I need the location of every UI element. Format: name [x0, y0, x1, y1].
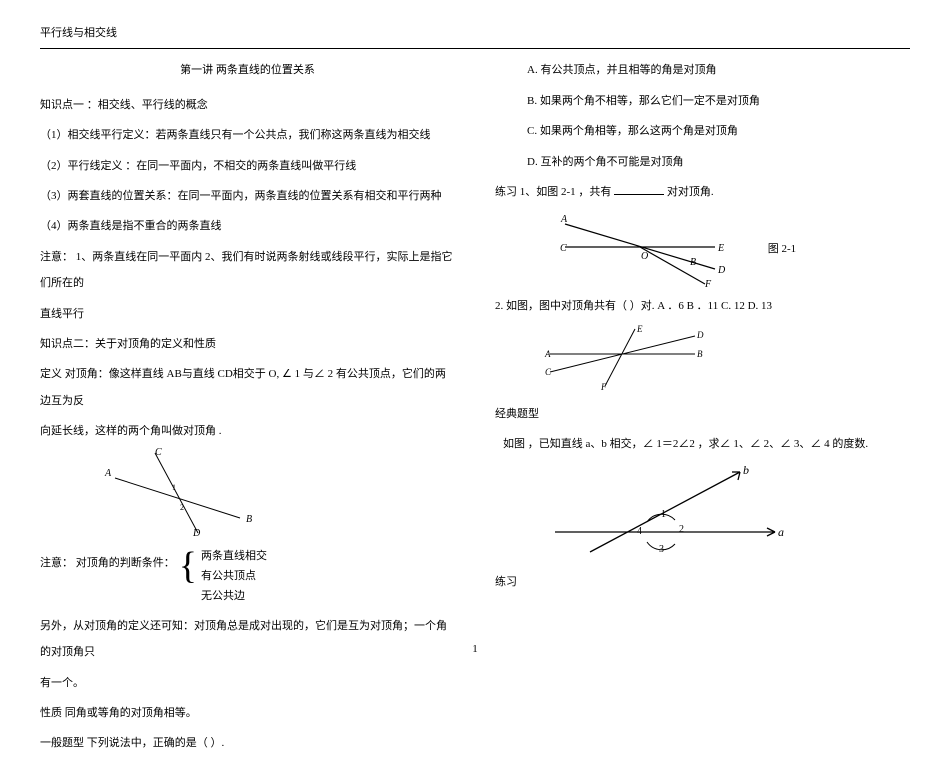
svg-text:3: 3 [659, 544, 664, 555]
brace-label: 注意： 对顶角的判断条件： [40, 547, 175, 573]
def-text-1: 定义 对顶角：像这样直线 AB与直线 CD相交于 O, ∠ 1 与∠ 2 有公共… [40, 368, 446, 406]
option-d: D. 互补的两个角不可能是对顶角 [527, 149, 910, 175]
definition-line-2: 向延长线，这样的两个角叫做对顶角 . [40, 418, 455, 444]
kp1-item-3: （3）两套直线的位置关系：在同一平面内，两条直线的位置关系有相交和平行两种 [40, 183, 455, 209]
right-column: A. 有公共顶点，并且相等的角是对顶角 B. 如果两个角不相等，那么它们一定不是… [495, 57, 910, 760]
figure-2-1-label: 图 2-1 [768, 244, 796, 255]
brace-condition-block: 注意： 对顶角的判断条件： { 两条直线相交 有公共顶点 无公共边 [40, 547, 455, 606]
ex1-text-a: 练习 1、如图 2-1 ，共有 [495, 186, 611, 198]
note-1-line-a: 注意： 1、两条直线在同一平面内 2、我们有时说两条射线或线段平行，实际上是指它… [40, 244, 455, 297]
left-column: 第一讲 两条直线的位置关系 知识点一 ：相交线、平行线的概念 （1）相交线平行定… [40, 57, 455, 760]
svg-text:A: A [560, 214, 568, 225]
figure-classic: 1 2 3 4 a b [535, 462, 910, 565]
option-b: B. 如果两个角不相等，那么它们一定不是对顶角 [527, 88, 910, 114]
page-number: 1 [472, 636, 478, 662]
figure-2-1: A C D E O B F 图 2-1 [545, 209, 910, 289]
kp1-item-4: （4）两条直线是指不重合的两条直线 [40, 213, 455, 239]
option-a: A. 有公共顶点，并且相等的角是对顶角 [527, 57, 910, 83]
figure-ex2: A B C D E F [535, 324, 910, 397]
knowledge-point-1-heading: 知识点一 ：相交线、平行线的概念 [40, 92, 455, 118]
svg-text:D: D [696, 330, 704, 340]
exercise-2: 2. 如图，图中对顶角共有（ ）对. A ．6 B ．11 C. 12 D. 1… [495, 293, 910, 319]
knowledge-point-2-heading: 知识点二：关于对顶角的定义和性质 [40, 331, 455, 357]
svg-text:D: D [717, 265, 726, 276]
fill-blank [614, 185, 664, 195]
svg-text:1: 1 [172, 483, 176, 492]
definition-line-1: 定义 对顶角：像这样直线 AB与直线 CD相交于 O, ∠ 1 与∠ 2 有公共… [40, 361, 455, 414]
brace-item-1: 两条直线相交 [201, 547, 267, 567]
svg-text:a: a [778, 525, 784, 539]
svg-text:2: 2 [679, 524, 684, 535]
document-header: 平行线与相交线 [40, 20, 910, 46]
brace-item-3: 无公共边 [201, 587, 267, 607]
svg-text:F: F [704, 279, 712, 289]
lecture-title: 第一讲 两条直线的位置关系 [40, 57, 455, 83]
svg-text:2: 2 [180, 503, 184, 512]
classic-question: 如图 ，已知直线 a、b 相交，∠ 1＝2∠2 ，求∠ 1、∠ 2、∠ 3、∠ … [503, 431, 910, 457]
property-text: 性质 同角或等角的对顶角相等。 [40, 700, 455, 726]
left-brace-icon: { [179, 547, 197, 585]
note-1-line-b: 直线平行 [40, 301, 455, 327]
brace-item-2: 有公共顶点 [201, 567, 267, 587]
option-c: C. 如果两个角相等，那么这两个角是对顶角 [527, 118, 910, 144]
kp1-item-2: （2）平行线定义 ：在同一平面内，不相交的两条直线叫做平行线 [40, 153, 455, 179]
extra-note-1: 另外，从对顶角的定义还可知：对顶角总是成对出现的，它们是互为对顶角；一个角的对顶… [40, 613, 455, 666]
svg-text:B: B [690, 257, 696, 268]
svg-text:O: O [641, 251, 648, 262]
header-rule [40, 48, 910, 49]
svg-text:4: 4 [637, 526, 642, 537]
svg-text:C: C [155, 448, 162, 458]
svg-text:D: D [192, 528, 201, 538]
kp1-item-1: （1）相交线平行定义：若两条直线只有一个公共点，我们称这两条直线为相交线 [40, 122, 455, 148]
svg-text:C: C [545, 367, 552, 377]
svg-text:F: F [600, 382, 607, 392]
general-question: 一般题型 下列说法中，正确的是（ ）. [40, 730, 455, 756]
exercise-1: 练习 1、如图 2-1 ，共有 对对顶角. [495, 179, 910, 205]
practice-heading: 练习 [495, 569, 910, 595]
extra-note-2: 有一个。 [40, 670, 455, 696]
svg-text:E: E [636, 324, 643, 334]
svg-text:B: B [697, 349, 703, 359]
svg-text:E: E [717, 243, 724, 254]
ex1-text-b: 对对顶角. [667, 186, 714, 198]
svg-text:1: 1 [661, 509, 666, 520]
svg-text:C: C [560, 243, 567, 254]
svg-text:B: B [246, 514, 252, 525]
svg-text:A: A [104, 468, 112, 479]
svg-text:A: A [544, 349, 551, 359]
figure-intersecting-lines: A B C D 1 2 [100, 448, 455, 541]
classic-heading: 经典题型 [495, 401, 910, 427]
svg-text:b: b [743, 463, 749, 477]
